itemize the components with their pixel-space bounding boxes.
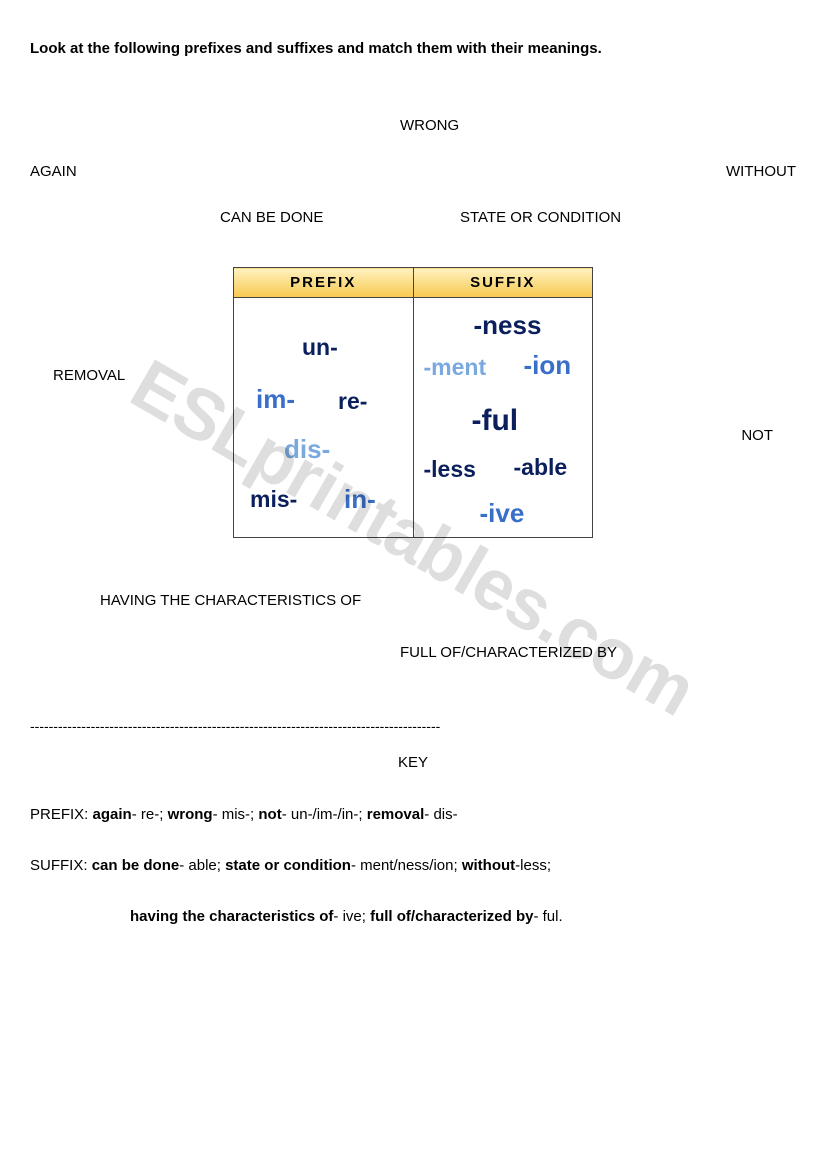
key-prefix-line: PREFIX: again- re-; wrong- mis-; not- un… — [30, 801, 796, 828]
meaning-state-or-condition: STATE OR CONDITION — [460, 209, 621, 226]
instructions-text: Look at the following prefixes and suffi… — [30, 40, 796, 57]
suffix-ful: -ful — [472, 404, 519, 438]
meaning-wrong: WRONG — [400, 117, 459, 134]
suffix-ion: -ion — [524, 350, 572, 381]
meaning-without: WITHOUT — [726, 163, 796, 180]
key-wrong-b: wrong — [168, 806, 213, 823]
key-suffix-label: SUFFIX: — [30, 857, 88, 874]
header-suffix: SUFFIX — [413, 268, 593, 298]
meaning-having-characteristics: HAVING THE CHARACTERISTICS OF — [100, 592, 361, 609]
key-without-v: -less; — [515, 857, 551, 874]
key-cbd-v: - able; — [179, 857, 221, 874]
meanings-scatter-top: WRONG AGAIN WITHOUT CAN BE DONE STATE OR… — [30, 117, 796, 237]
suffix-ive: -ive — [480, 498, 525, 529]
header-prefix: PREFIX — [234, 268, 414, 298]
meaning-again: AGAIN — [30, 163, 77, 180]
prefix-re: re- — [338, 388, 367, 415]
key-soc-b: state or condition — [225, 857, 351, 874]
key-without-b: without — [462, 857, 515, 874]
key-wrong-v: - mis-; — [213, 806, 255, 823]
meaning-can-be-done: CAN BE DONE — [220, 209, 323, 226]
key-again-v: - re-; — [132, 806, 164, 823]
key-suffix-line-2: having the characteristics of- ive; full… — [30, 903, 796, 930]
prefix-im: im- — [256, 384, 295, 415]
key-title: KEY — [30, 754, 796, 771]
meaning-not: NOT — [593, 267, 773, 444]
suffix-ness: -ness — [474, 310, 542, 341]
key-removal-v: - dis- — [424, 806, 457, 823]
prefix-un: un- — [302, 334, 338, 361]
key-fof-b: full of/characterized by — [370, 908, 533, 925]
prefix-dis: dis- — [284, 434, 330, 465]
key-suffix-line: SUFFIX: can be done- able; state or cond… — [30, 852, 796, 879]
suffix-cell: -ness -ment -ion -ful -less -able -ive — [413, 298, 593, 538]
key-again-b: again — [93, 806, 132, 823]
affix-table-wrap: REMOVAL PREFIX SUFFIX un- im- re- dis- m… — [30, 267, 796, 538]
suffix-less: -less — [424, 456, 476, 483]
suffix-ment: -ment — [424, 354, 487, 381]
key-hco-b: having the characteristics of — [130, 908, 333, 925]
separator: ----------------------------------------… — [30, 718, 796, 734]
key-not-b: not — [258, 806, 281, 823]
key-cbd-b: can be done — [92, 857, 180, 874]
suffix-able: -able — [514, 454, 568, 481]
key-fof-v: - ful. — [533, 908, 562, 925]
meaning-full-of: FULL OF/CHARACTERIZED BY — [400, 644, 617, 661]
meanings-scatter-bottom: HAVING THE CHARACTERISTICS OF FULL OF/CH… — [30, 558, 796, 688]
key-not-v: - un-/im-/in-; — [282, 806, 363, 823]
meaning-removal: REMOVAL — [53, 267, 233, 384]
affix-table: PREFIX SUFFIX un- im- re- dis- mis- in- … — [233, 267, 593, 538]
key-soc-v: - ment/ness/ion; — [351, 857, 458, 874]
key-prefix-label: PREFIX: — [30, 806, 88, 823]
key-removal-b: removal — [367, 806, 425, 823]
prefix-in: in- — [344, 484, 376, 515]
key-hco-v: - ive; — [333, 908, 366, 925]
prefix-cell: un- im- re- dis- mis- in- — [234, 298, 414, 538]
prefix-mis: mis- — [250, 486, 297, 513]
